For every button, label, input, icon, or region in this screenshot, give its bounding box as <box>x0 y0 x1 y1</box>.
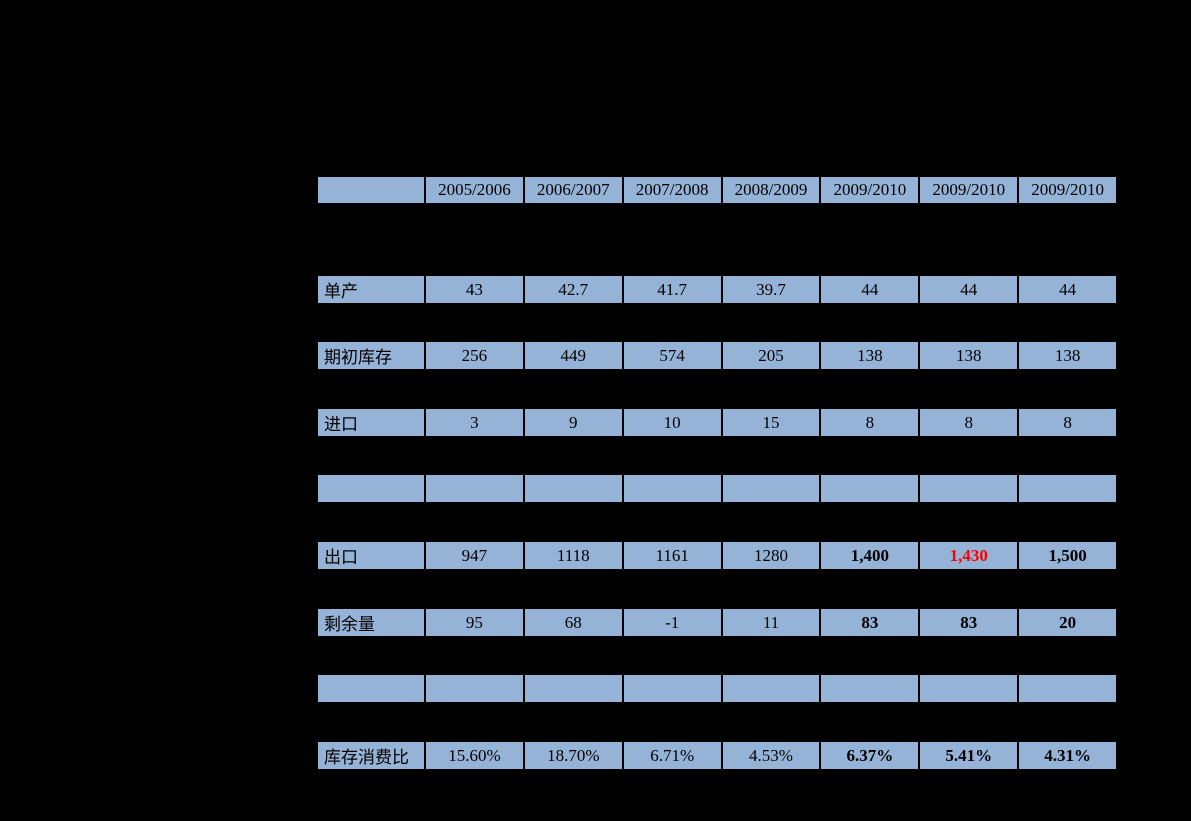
table-cell: 4.53% <box>720 740 822 771</box>
table-cell: 20 <box>1017 607 1119 638</box>
table-header-row: 2005/2006 2006/2007 2007/2008 2008/2009 … <box>316 175 1119 205</box>
table-cell: 3 <box>424 407 525 438</box>
table-cell: 1280 <box>720 540 822 571</box>
table-row-stock-to-use-ratio: 库存消费比 15.60% 18.70% 6.71% 4.53% 6.37% 5.… <box>316 740 1119 771</box>
table-cell-highlighted: 1,430 <box>918 540 1020 571</box>
table-cell: 6.71% <box>621 740 723 771</box>
table-cell: 41.7 <box>621 274 723 305</box>
row-label <box>316 673 426 704</box>
table-cell: 83 <box>918 607 1020 638</box>
table-cell: 138 <box>918 340 1020 371</box>
table-cell: 83 <box>819 607 921 638</box>
table-cell <box>720 473 822 504</box>
table-cell: 8 <box>819 407 921 438</box>
table-cell: 6.37% <box>819 740 921 771</box>
table-cell: 947 <box>424 540 525 571</box>
table-cell <box>621 473 723 504</box>
table-cell: 18.70% <box>522 740 624 771</box>
column-header: 2007/2008 <box>621 175 723 205</box>
table-cell: 449 <box>522 340 624 371</box>
table-cell: 5.41% <box>918 740 1020 771</box>
table-cell: 574 <box>621 340 723 371</box>
table-cell: 138 <box>1017 340 1119 371</box>
table-cell: 10 <box>621 407 723 438</box>
column-header: 2009/2010 <box>819 175 921 205</box>
table-cell: 95 <box>424 607 525 638</box>
row-label: 出口 <box>316 540 426 571</box>
table-row-surplus: 剩余量 95 68 -1 11 83 83 20 <box>316 607 1119 638</box>
table-cell <box>720 673 822 704</box>
table-cell <box>522 673 624 704</box>
data-table: 2005/2006 2006/2007 2007/2008 2008/2009 … <box>316 175 1119 771</box>
table-cell <box>918 473 1020 504</box>
table-row-yield: 单产 43 42.7 41.7 39.7 44 44 44 <box>316 274 1119 305</box>
table-cell: 11 <box>720 607 822 638</box>
table-row-blank <box>316 473 1119 504</box>
table-cell: 138 <box>819 340 921 371</box>
table-cell: 1,400 <box>819 540 921 571</box>
row-label <box>316 473 426 504</box>
table-cell: 39.7 <box>720 274 822 305</box>
row-label: 剩余量 <box>316 607 426 638</box>
table-cell: 1,500 <box>1017 540 1119 571</box>
row-label: 单产 <box>316 274 426 305</box>
table-cell: 205 <box>720 340 822 371</box>
table-cell: -1 <box>621 607 723 638</box>
column-header: 2006/2007 <box>522 175 624 205</box>
table-row-blank <box>316 673 1119 704</box>
table-cell <box>1017 673 1119 704</box>
table-cell <box>918 673 1020 704</box>
table-row-beginning-stock: 期初库存 256 449 574 205 138 138 138 <box>316 340 1119 371</box>
table-cell <box>621 673 723 704</box>
table-cell: 43 <box>424 274 525 305</box>
table-cell <box>819 473 921 504</box>
table-cell: 9 <box>522 407 624 438</box>
table-cell: 44 <box>819 274 921 305</box>
table-cell <box>424 673 525 704</box>
table-cell: 44 <box>1017 274 1119 305</box>
column-header: 2009/2010 <box>1017 175 1119 205</box>
table-cell: 42.7 <box>522 274 624 305</box>
table-cell <box>522 473 624 504</box>
row-label: 进口 <box>316 407 426 438</box>
table-cell: 4.31% <box>1017 740 1119 771</box>
table-cell: 15.60% <box>424 740 525 771</box>
table-cell: 1161 <box>621 540 723 571</box>
table-cell: 15 <box>720 407 822 438</box>
table-cell: 1118 <box>522 540 624 571</box>
table-row-exports: 出口 947 1118 1161 1280 1,400 1,430 1,500 <box>316 540 1119 571</box>
header-corner-cell <box>316 175 426 205</box>
table-cell <box>424 473 525 504</box>
column-header: 2005/2006 <box>424 175 525 205</box>
column-header: 2008/2009 <box>720 175 822 205</box>
table-row-imports: 进口 3 9 10 15 8 8 8 <box>316 407 1119 438</box>
table-cell: 256 <box>424 340 525 371</box>
table-cell: 8 <box>1017 407 1119 438</box>
table-cell <box>819 673 921 704</box>
table-cell: 44 <box>918 274 1020 305</box>
table-cell: 68 <box>522 607 624 638</box>
table-cell: 8 <box>918 407 1020 438</box>
column-header: 2009/2010 <box>918 175 1020 205</box>
row-label: 库存消费比 <box>316 740 426 771</box>
row-label: 期初库存 <box>316 340 426 371</box>
table-cell <box>1017 473 1119 504</box>
